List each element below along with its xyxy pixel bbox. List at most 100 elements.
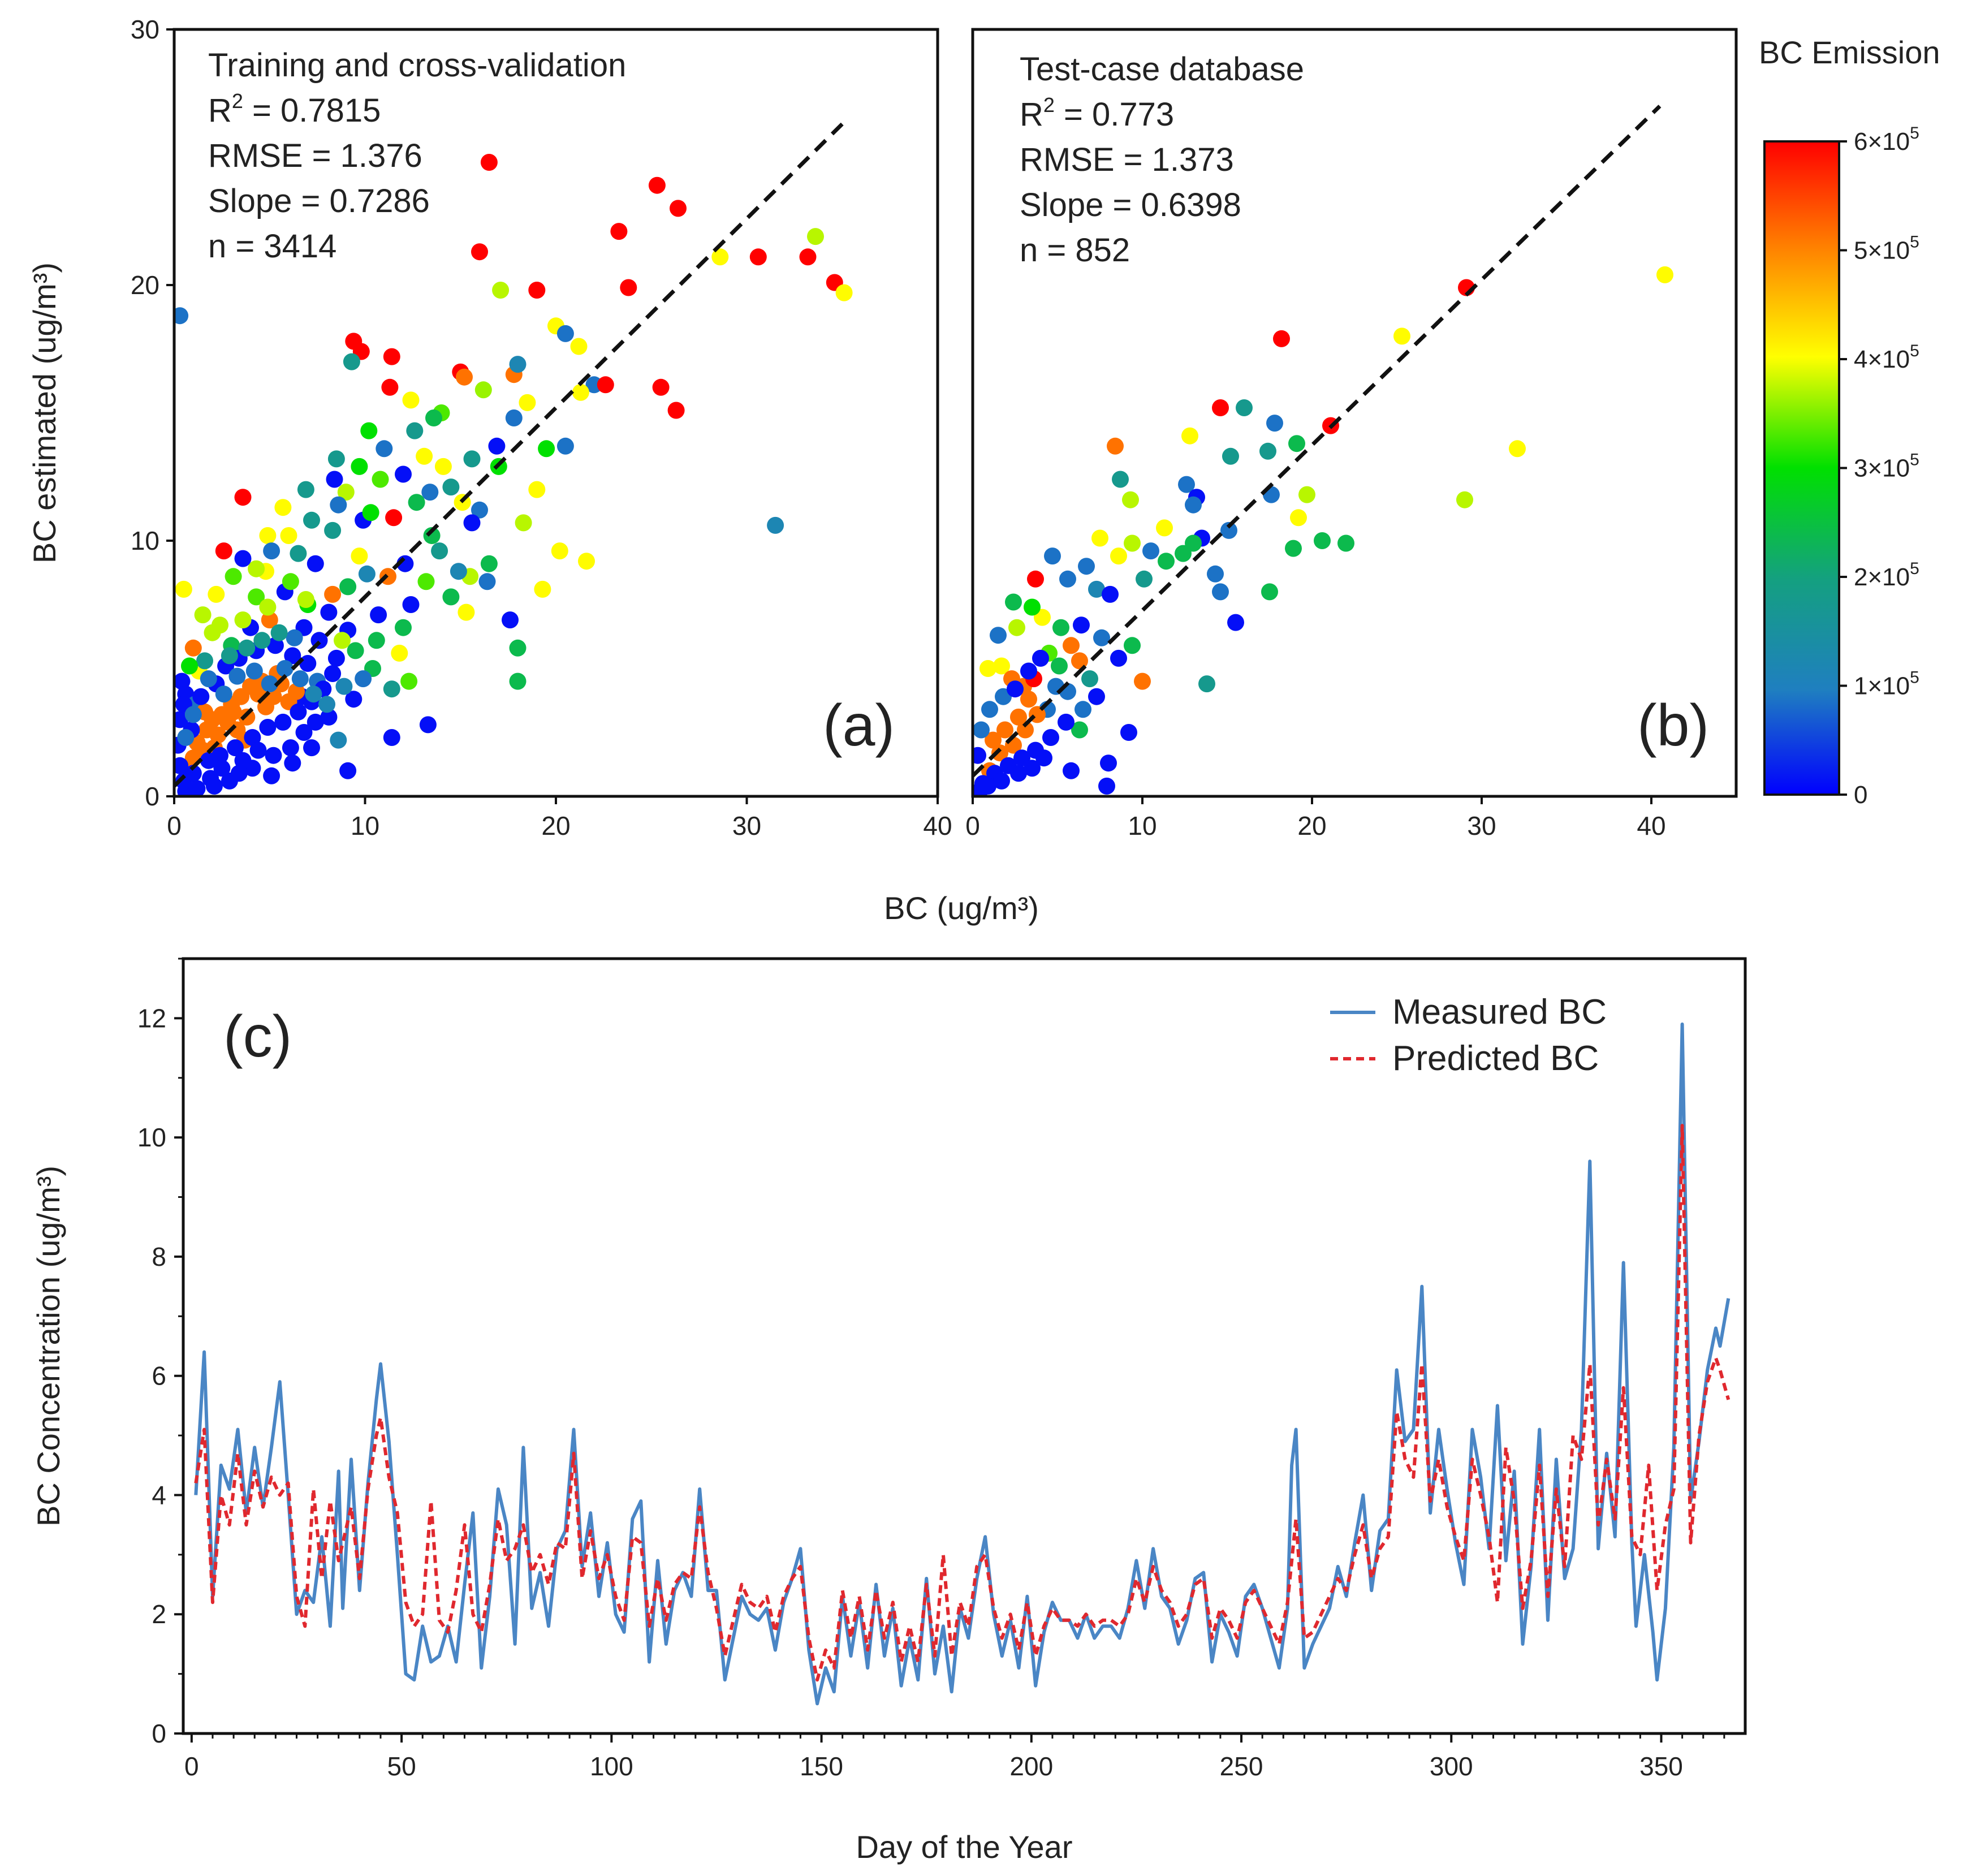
- panel-b-point: [1100, 754, 1117, 772]
- panel-b-point: [1185, 496, 1202, 514]
- panel-b-point: [1024, 598, 1041, 616]
- panel-b-point: [1124, 534, 1141, 552]
- panel-a-point: [492, 282, 510, 299]
- panel-a-point: [434, 458, 452, 475]
- colorbar-tick-label: 6×105: [1854, 124, 1919, 156]
- legend-predicted-label: Predicted BC: [1392, 1039, 1599, 1078]
- panel-c-ytick-label: 12: [137, 1003, 166, 1033]
- panel-c-lines: [194, 1022, 1731, 1706]
- colorbar-tick-base: 0: [1854, 781, 1867, 809]
- panel-b-point: [1081, 670, 1098, 688]
- panel-a-point: [184, 706, 202, 723]
- panel-a-point: [225, 568, 242, 585]
- panel-a-point: [337, 484, 355, 501]
- panel-a-point: [667, 402, 685, 419]
- panel-a-point: [670, 200, 687, 217]
- panel-a-point: [324, 665, 342, 682]
- panel-a-point: [534, 580, 551, 598]
- panel-b-point: [1107, 437, 1124, 455]
- panel-b-point: [1120, 724, 1137, 741]
- panel-a-point: [228, 667, 246, 685]
- colorbar-tick-label: 0: [1854, 781, 1867, 809]
- panel-a-point: [215, 542, 232, 560]
- panel-a-point: [291, 670, 309, 688]
- panel-a-point: [174, 757, 189, 774]
- panel-a-point: [196, 652, 213, 670]
- panel-b-point: [1290, 509, 1307, 527]
- panel-b-xticks: 0 10 20 30 40: [965, 796, 1666, 840]
- colorbar-gradient: [1763, 140, 1840, 796]
- panel-a-point: [265, 747, 282, 764]
- panel-a-point: [648, 176, 666, 194]
- panel-a-point: [406, 422, 424, 439]
- panel-a-point: [188, 780, 206, 796]
- panel-b-point: [1075, 701, 1091, 718]
- panel-a-point: [330, 731, 347, 749]
- panel-a-point: [519, 394, 536, 411]
- panel-a-point: [343, 353, 360, 370]
- panel-a-ytick-label: 0: [145, 782, 159, 811]
- panel-a-point: [261, 675, 278, 693]
- panel-b-point: [1185, 534, 1202, 552]
- panel-a-point: [263, 767, 281, 784]
- panel-a-point: [463, 450, 481, 468]
- panel-a-point: [395, 465, 412, 483]
- panel-b-point: [1017, 721, 1034, 739]
- colorbar-tick-exp: 5: [1910, 233, 1919, 252]
- panel-a-xticks: 0 10 20 30 40: [167, 796, 952, 840]
- panel-b-point: [1042, 729, 1059, 746]
- panel-b-point: [1156, 519, 1173, 537]
- panel-a-point: [419, 716, 437, 734]
- panel-b-point: [985, 731, 1002, 749]
- panel-c-xtick-label: 350: [1639, 1752, 1683, 1781]
- panel-b-point: [1098, 777, 1115, 795]
- panel-a-point: [284, 754, 301, 772]
- panel-a-point: [360, 422, 378, 439]
- panel-a-point: [620, 279, 637, 296]
- panel-b-point: [979, 777, 996, 795]
- panel-a-rmse: RMSE = 1.376: [208, 137, 422, 174]
- panel-b-point: [1010, 708, 1027, 726]
- panel-a-point: [174, 711, 189, 728]
- panel-b-point: [1059, 570, 1076, 588]
- panel-a-point: [368, 632, 385, 649]
- panel-c-ytick-label: 10: [137, 1123, 166, 1152]
- panel-b-point: [1102, 585, 1119, 603]
- panel-c-label: (c): [223, 1004, 292, 1069]
- panel-a-r2-sup: 2: [232, 89, 243, 113]
- panel-a-point: [442, 478, 460, 496]
- panel-b-point: [1220, 521, 1237, 539]
- panel-a-point: [266, 637, 284, 654]
- panel-a-point: [551, 542, 568, 560]
- panel-a-point: [225, 703, 242, 721]
- panel-b-point: [1136, 570, 1153, 588]
- panel-a-point: [234, 489, 252, 506]
- panel-a-slope: Slope = 0.7286: [208, 183, 430, 219]
- panel-a-point: [799, 248, 817, 266]
- panel-b-point: [1010, 765, 1027, 782]
- panel-c-xtick-label: 100: [590, 1752, 633, 1781]
- panel-b-point: [1020, 691, 1037, 708]
- panel-a-point: [383, 680, 400, 698]
- panel-b-point: [993, 772, 1010, 790]
- panel-b-point: [996, 721, 1013, 739]
- panel-a-ytick-label: 20: [131, 270, 159, 300]
- panel-c-ytick-label: 0: [152, 1719, 166, 1748]
- panel-b-point: [993, 657, 1010, 675]
- panel-a-point: [383, 348, 400, 365]
- panel-a-point: [400, 672, 418, 690]
- panel-a-point: [515, 514, 532, 532]
- panel-b-point: [1158, 553, 1175, 570]
- panel-a-point: [835, 284, 853, 301]
- panel-a-point: [290, 545, 307, 562]
- panel-a-point: [205, 777, 223, 795]
- panel-b-point: [1112, 471, 1129, 488]
- panel-b-point: [1266, 415, 1283, 432]
- panel-a-point: [383, 729, 400, 746]
- colorbar-tick-exp: 5: [1910, 342, 1919, 360]
- panel-a-point: [274, 713, 292, 731]
- colorbar-tick-label: 1×105: [1854, 669, 1919, 700]
- panel-a-point: [431, 542, 448, 560]
- panel-a-point: [184, 639, 202, 657]
